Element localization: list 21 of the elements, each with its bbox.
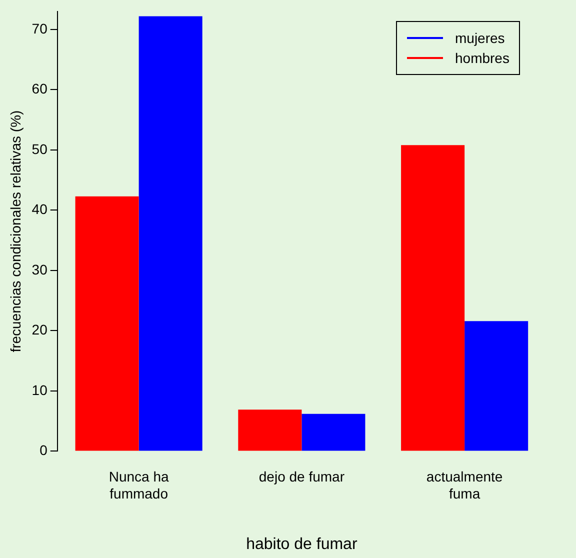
bar <box>75 196 139 451</box>
y-tick-label: 40 <box>32 201 48 218</box>
x-tick-label: Nunca ha fummado <box>108 468 169 502</box>
x-tick-label: dejo de fumar <box>258 468 345 484</box>
y-tick-label: 60 <box>32 80 48 97</box>
bar <box>238 410 302 451</box>
legend-label: hombres <box>455 50 510 66</box>
bar <box>302 414 366 451</box>
bar <box>464 321 528 451</box>
x-axis-title: habito de fumar <box>246 536 358 553</box>
legend-label: mujeres <box>455 30 505 46</box>
y-tick-label: 50 <box>32 140 48 157</box>
y-tick-label: 10 <box>32 382 48 398</box>
y-tick-label: 0 <box>40 442 48 458</box>
bar <box>138 16 202 451</box>
y-tick-label: 30 <box>32 261 48 278</box>
y-axis-title: frecuencias condicionales relativas (%) <box>7 110 24 352</box>
bar <box>401 145 465 451</box>
x-tick-label: actualmente fuma <box>426 468 503 502</box>
y-tick-label: 20 <box>32 322 48 338</box>
y-tick-label: 70 <box>32 20 48 36</box>
